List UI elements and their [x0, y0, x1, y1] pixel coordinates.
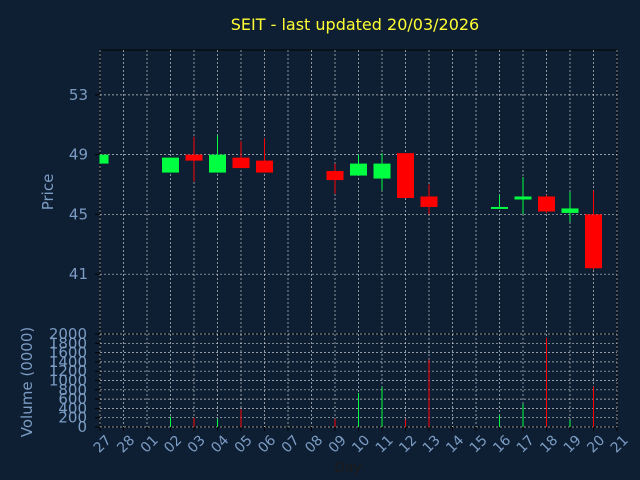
x-axis-label: Day — [334, 460, 362, 476]
x-tick-label: 16 — [490, 432, 514, 456]
x-tick-label: 02 — [161, 432, 185, 456]
x-tick-label: 09 — [326, 432, 350, 456]
x-tick-label: 17 — [514, 432, 538, 456]
volume-tick-label: 1800 — [49, 334, 87, 352]
volume-tick-label: 1600 — [49, 344, 87, 362]
price-tick-label: 53 — [69, 86, 88, 104]
candle-body — [326, 171, 344, 181]
candle-body — [256, 160, 273, 173]
candle-body — [209, 154, 226, 173]
candle-body — [561, 208, 579, 213]
volume-tick-label: 800 — [58, 381, 87, 399]
price-tick-label: 45 — [69, 205, 88, 223]
x-axis: 27 28 01 02 03 04 05 06 07 08 09 10 11 12 13 14 15 16 17 18… — [91, 427, 632, 456]
x-tick-label: 15 — [467, 432, 491, 456]
x-tick-label: 12 — [396, 432, 420, 456]
volume-tick-label: 400 — [58, 399, 87, 417]
x-tick-label: 21 — [608, 432, 632, 456]
x-tick-label: 07 — [279, 432, 303, 456]
candle-body — [585, 214, 602, 269]
x-tick-label: 18 — [537, 432, 561, 456]
candle-body — [538, 196, 555, 212]
volume-tick-label: 1000 — [49, 372, 87, 390]
price-axis-label: Price — [39, 174, 57, 211]
x-tick-label: 08 — [302, 432, 326, 456]
candle-body — [162, 157, 179, 173]
x-tick-label: 28 — [114, 432, 138, 456]
x-tick-label: 14 — [443, 432, 467, 456]
candle-body — [350, 163, 367, 176]
volume-tick-label: 600 — [58, 390, 87, 408]
candle-body — [100, 154, 109, 164]
x-tick-label: 04 — [208, 432, 232, 456]
x-tick-label: 11 — [373, 432, 397, 456]
x-tick-label: 03 — [185, 432, 209, 456]
candle-body — [232, 157, 250, 169]
candle-body — [514, 196, 532, 200]
x-tick-label: 13 — [420, 432, 444, 456]
price-tick-label: 41 — [69, 265, 88, 283]
volume-tick-label: 200 — [58, 409, 87, 427]
x-tick-label: 19 — [561, 432, 585, 456]
candle-body — [185, 154, 203, 161]
x-tick-label: 05 — [232, 432, 256, 456]
volume-tick-label: 1400 — [49, 353, 87, 371]
x-tick-label: 06 — [255, 432, 279, 456]
price-tick-label: 49 — [69, 146, 88, 164]
volume-axis-label: Volume (0000) — [18, 327, 36, 437]
volume-tick-label: 0 — [77, 418, 87, 436]
candle-body — [373, 163, 391, 179]
price-panel: 41 45 49 53 — [69, 49, 618, 335]
candle-body — [420, 196, 438, 207]
candle-body — [397, 153, 414, 198]
chart-title: SEIT - last updated 20/03/2026 — [231, 15, 479, 34]
candle-body — [491, 206, 508, 209]
x-tick-label: 27 — [91, 432, 115, 456]
x-tick-label: 20 — [584, 432, 608, 456]
volume-tick-label: 1200 — [49, 362, 87, 380]
volume-tick-label: 2000 — [49, 325, 87, 343]
x-tick-label: 10 — [349, 432, 373, 456]
x-tick-label: 01 — [138, 432, 162, 456]
